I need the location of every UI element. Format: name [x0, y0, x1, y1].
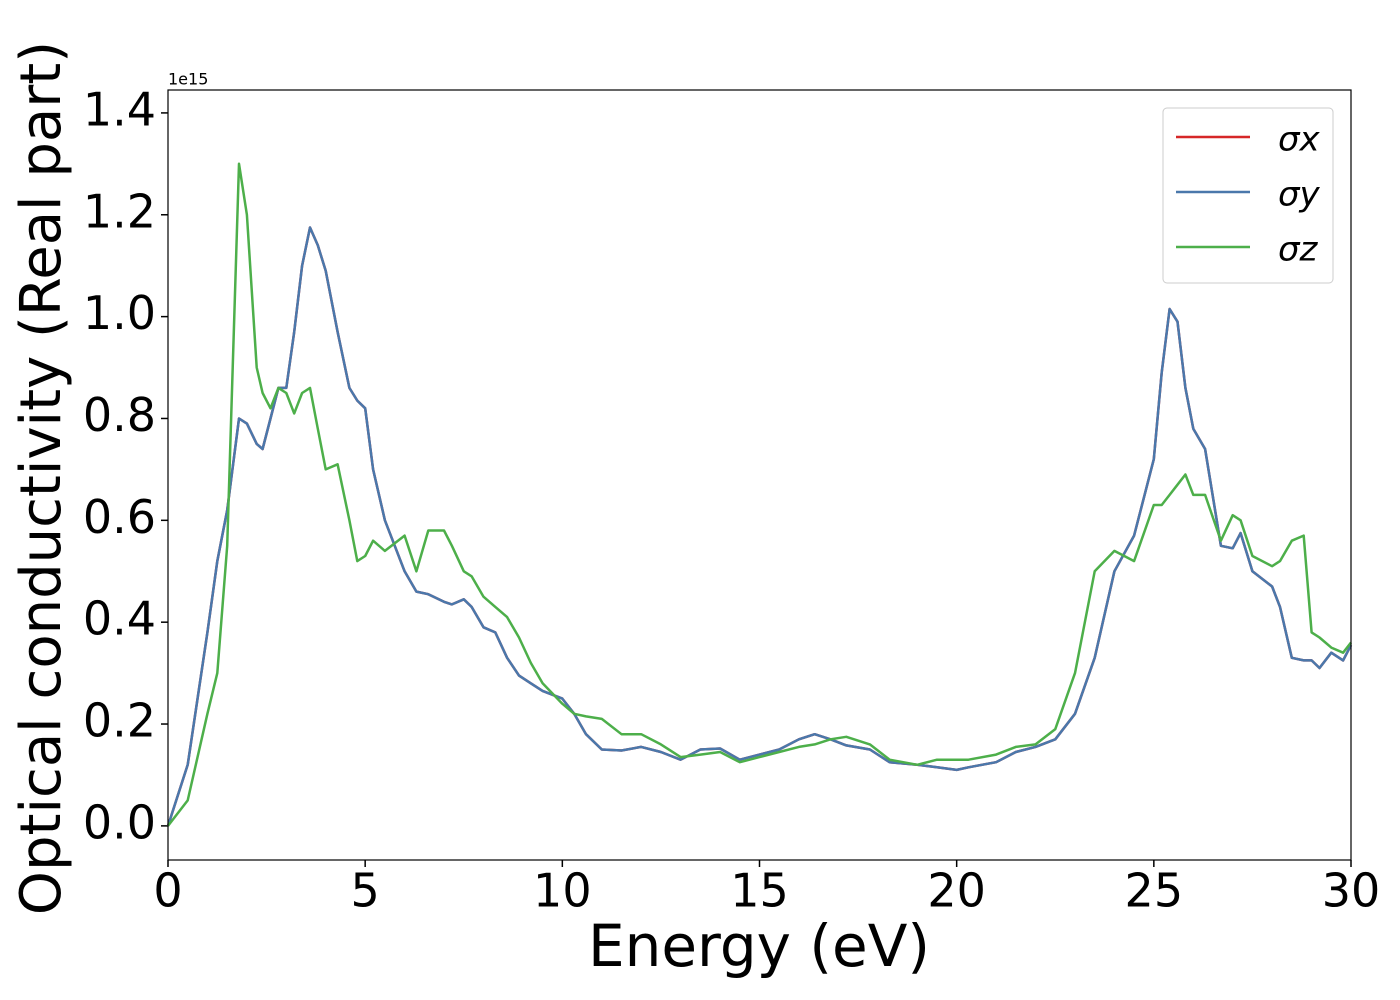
y-tick-label: 1.2	[83, 184, 156, 238]
x-tick-label: 5	[351, 864, 380, 918]
x-tick-label: 10	[533, 864, 592, 918]
legend-box	[1162, 107, 1334, 284]
y-tick-label: 1.4	[83, 82, 156, 136]
y-tick-label: 0.8	[83, 388, 156, 442]
y-tick-label: 0.0	[83, 795, 156, 849]
x-tick-label: 30	[1322, 864, 1381, 918]
offset-text: 1e15	[168, 70, 208, 89]
legend-label: σz	[1278, 230, 1319, 270]
legend-label: σx	[1278, 120, 1321, 160]
y-axis-label: Optical conductivity (Real part)	[9, 41, 74, 915]
y-tick-label: 0.6	[83, 490, 156, 544]
x-tick-label: 25	[1125, 864, 1184, 918]
line-series	[166, 226, 1353, 827]
x-tick-label: 20	[927, 864, 986, 918]
y-tick-label: 0.4	[83, 592, 156, 646]
x-tick-label: 0	[153, 864, 182, 918]
line-series	[167, 162, 1352, 827]
x-tick-label: 15	[730, 864, 789, 918]
y-tick-label: 1.0	[83, 286, 156, 340]
x-axis-label: Energy (eV)	[588, 912, 930, 980]
plot-frame	[167, 89, 1352, 861]
y-tick-label: 0.2	[83, 694, 156, 748]
legend-label: σy	[1278, 175, 1321, 215]
